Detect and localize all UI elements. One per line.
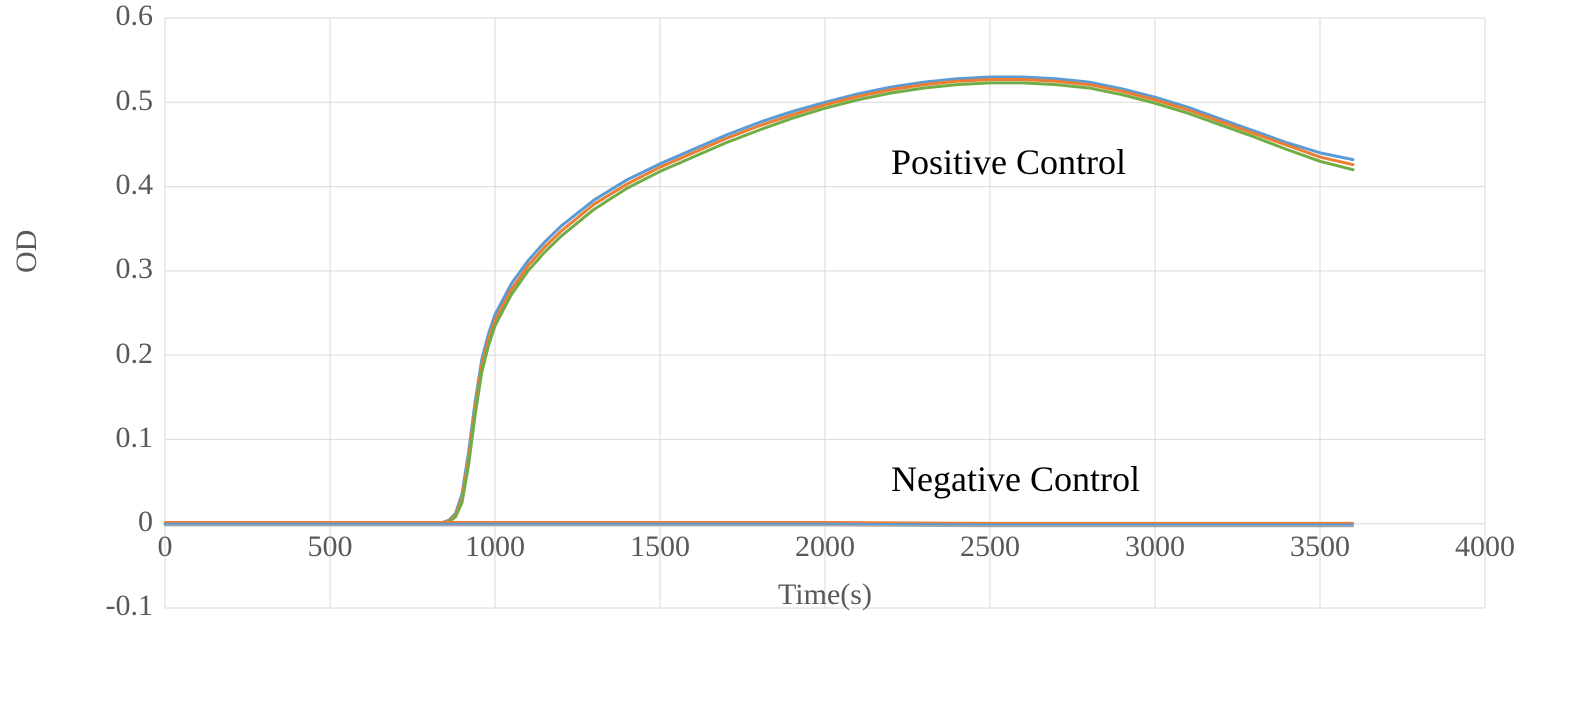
x-tick-label: 2500 — [960, 530, 1020, 564]
y-axis-title: OD — [10, 230, 44, 273]
x-tick-label: 500 — [308, 530, 353, 564]
x-tick-label: 3000 — [1125, 530, 1185, 564]
x-tick-label: 2000 — [795, 530, 855, 564]
x-axis-title: Time(s) — [778, 578, 872, 612]
y-tick-label: 0.3 — [116, 252, 154, 286]
y-tick-label: 0.6 — [116, 0, 154, 33]
y-tick-label: 0.2 — [116, 337, 154, 371]
y-tick-label: 0.1 — [116, 421, 154, 455]
x-tick-label: 0 — [158, 530, 173, 564]
x-tick-label: 3500 — [1290, 530, 1350, 564]
x-tick-label: 1000 — [465, 530, 525, 564]
y-tick-label: 0.4 — [116, 168, 154, 202]
annotation-positive-control: Positive Control — [891, 141, 1126, 183]
series-positive-blue — [165, 77, 1353, 525]
x-tick-label: 1500 — [630, 530, 690, 564]
series-positive-orange — [165, 80, 1353, 525]
x-tick-label: 4000 — [1455, 530, 1515, 564]
y-tick-label: -0.1 — [106, 589, 154, 623]
series-positive-green — [165, 83, 1353, 525]
y-tick-label: 0.5 — [116, 84, 154, 118]
y-tick-label: 0 — [138, 505, 153, 539]
series-negative-blue — [165, 524, 1353, 525]
chart-container: OD Time(s) -0.100.10.20.30.40.50.6050010… — [0, 0, 1591, 717]
annotation-negative-control: Negative Control — [891, 458, 1140, 500]
